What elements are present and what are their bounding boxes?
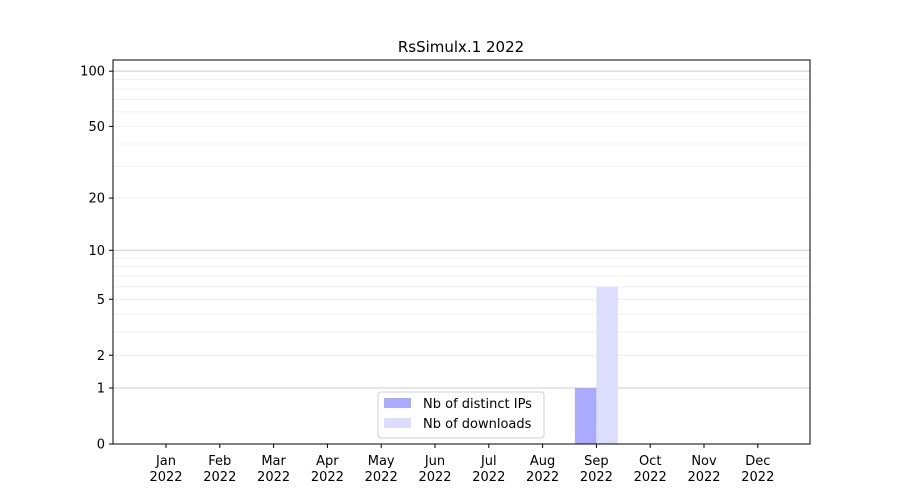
x-axis: Jan 2022 Feb 2022 Mar 2022 Apr 2022 May 2022 Jun 20… bbox=[149, 444, 774, 485]
x-tick-label: Aug 2022 bbox=[526, 454, 559, 485]
x-tick-label: Apr 2022 bbox=[311, 454, 344, 485]
legend-label: Nb of downloads bbox=[423, 417, 532, 432]
bars bbox=[574, 286, 618, 444]
x-tick-label: Feb 2022 bbox=[203, 454, 236, 485]
y-axis: 0 1 2 5 10 20 50 100 bbox=[80, 65, 113, 453]
legend-swatch bbox=[384, 398, 411, 408]
x-tick-label: Jul 2022 bbox=[472, 454, 505, 485]
y-tick-label: 50 bbox=[88, 120, 105, 135]
y-tick-label: 0 bbox=[97, 438, 105, 453]
y-tick-label: 20 bbox=[88, 192, 105, 207]
x-tick-label: Sep 2022 bbox=[580, 454, 613, 485]
legend-box bbox=[377, 391, 545, 439]
bar-distinct-ips bbox=[574, 388, 597, 444]
x-tick-label: Nov 2022 bbox=[687, 454, 720, 485]
y-tick-label: 1 bbox=[97, 382, 105, 397]
bar-downloads bbox=[596, 286, 618, 444]
x-tick-label: Jan 2022 bbox=[149, 454, 182, 485]
y-tick-label: 10 bbox=[88, 244, 105, 259]
x-tick-label: Dec 2022 bbox=[741, 454, 774, 485]
chart-title: RsSimulx.1 2022 bbox=[398, 38, 524, 56]
x-tick-label: Jun 2022 bbox=[418, 454, 451, 485]
grid bbox=[113, 70, 810, 389]
y-tick-label: 5 bbox=[97, 293, 105, 308]
legend-label: Nb of distinct IPs bbox=[423, 397, 532, 412]
legend: Nb of distinct IPs Nb of downloads bbox=[377, 391, 545, 439]
x-tick-label: May 2022 bbox=[365, 454, 398, 485]
plot-frame bbox=[112, 59, 811, 445]
legend-swatch bbox=[384, 418, 411, 428]
x-tick-label: Oct 2022 bbox=[634, 454, 667, 485]
x-tick-label: Mar 2022 bbox=[257, 454, 290, 485]
y-tick-label: 2 bbox=[97, 349, 105, 364]
y-tick-label: 100 bbox=[80, 65, 105, 80]
